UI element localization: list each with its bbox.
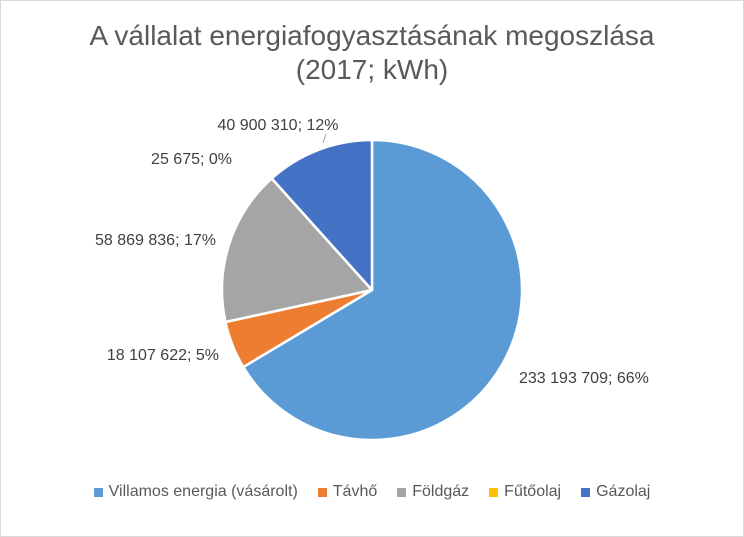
legend-item-5: Gázolaj — [581, 483, 650, 501]
chart-legend: Villamos energia (vásárolt) Távhő Földgáz F… — [1, 483, 743, 501]
legend-label: Gázolaj — [596, 483, 651, 500]
legend-swatch — [93, 487, 103, 497]
pie-slice-5 — [270, 138, 374, 292]
legend-item-2: Távhő — [317, 483, 378, 501]
legend-swatch — [317, 487, 327, 497]
data-label-4: 25 675; 0% — [151, 151, 232, 168]
data-label-3: 58 869 836; 17% — [95, 232, 216, 249]
data-label-2: 18 107 622; 5% — [107, 347, 219, 364]
chart-title-line1: A vállalat energiafogyasztásának megoszl… — [89, 20, 655, 51]
legend-item-4: Fűtőolaj — [489, 483, 561, 501]
legend-swatch — [581, 487, 591, 497]
legend-label: Földgáz — [412, 483, 470, 500]
legend-item-1: Villamos energia (vásárolt) — [93, 483, 298, 501]
pie-slice-3 — [220, 177, 374, 324]
chart-title: A vállalat energiafogyasztásának megoszl… — [1, 19, 743, 87]
data-label-5: 40 900 310; 12% — [218, 117, 339, 134]
legend-label: Fűtőolaj — [504, 483, 562, 500]
legend-label: Villamos energia (vásárolt) — [108, 483, 298, 500]
legend-swatch — [489, 487, 499, 497]
leader-line — [322, 133, 327, 144]
pie-slice-1 — [242, 138, 524, 442]
chart-title-line2: (2017; kWh) — [295, 54, 449, 85]
legend-swatch — [397, 487, 407, 497]
legend-item-3: Földgáz — [397, 483, 469, 501]
data-label-1: 233 193 709; 66% — [519, 370, 649, 387]
legend-label: Távhő — [332, 483, 378, 500]
